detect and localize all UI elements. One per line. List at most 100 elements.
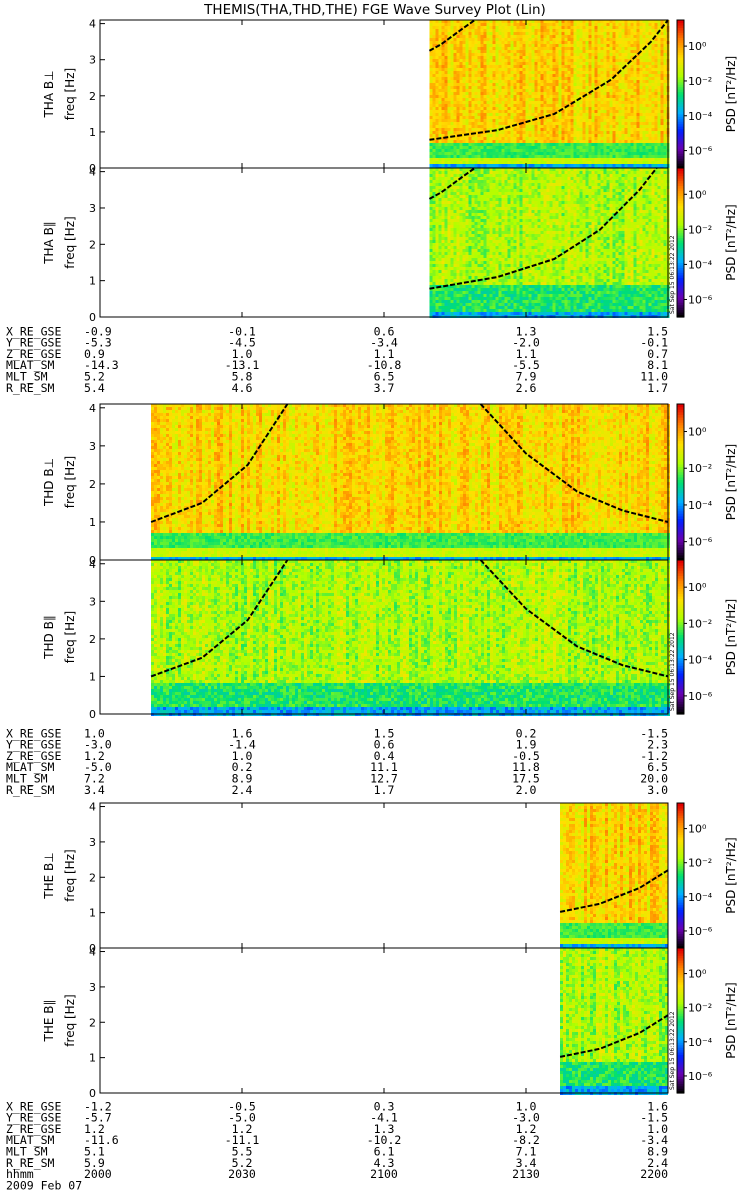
ephemeris-value: 2.0 bbox=[516, 783, 537, 797]
date-label: 2009 Feb 07 bbox=[6, 1178, 82, 1192]
colorbar: 10⁰ 10⁻² 10⁻⁴ 10⁻⁶ PSD [nT²/Hz] bbox=[677, 168, 738, 318]
ephemeris-value: 1.7 bbox=[374, 783, 395, 797]
panel-label: THE B∥ bbox=[42, 1000, 56, 1043]
freq-axis-label: freq [Hz] bbox=[63, 68, 77, 120]
ephemeris-value: 2100 bbox=[370, 1167, 398, 1181]
colorbar-tick-label: 10⁻² bbox=[688, 462, 712, 475]
ephemeris-value: 2130 bbox=[512, 1167, 540, 1181]
freq-tick-label: 1 bbox=[89, 670, 96, 683]
colorbar-tick-label: 10⁰ bbox=[688, 823, 707, 836]
colorbar-tick-label: 10⁻² bbox=[688, 857, 712, 870]
freq-tick-label: 2 bbox=[89, 633, 96, 646]
wave-survey-plot: 0 1 2 3 4 THA B⊥ freq [Hz] 10⁰ 10⁻² 10⁻⁴ 10⁻⁶ PSD [… bbox=[0, 0, 750, 1200]
ephemeris-value: 2.4 bbox=[232, 783, 253, 797]
freq-tick-label: 1 bbox=[89, 126, 96, 139]
freq-tick-label: 3 bbox=[89, 54, 96, 67]
panel-label: THD B⊥ bbox=[42, 458, 56, 507]
panel-label: THA B⊥ bbox=[42, 70, 56, 118]
colorbar-tick-label: 10⁰ bbox=[688, 40, 707, 53]
colorbar-tick-label: 10⁻⁶ bbox=[688, 690, 713, 703]
freq-axis-label: freq [Hz] bbox=[63, 849, 77, 901]
ephemeris-value: 2030 bbox=[228, 1167, 256, 1181]
ephemeris-table-tha: X_RE_GSE -0.9 -0.1 0.6 1.3 1.5Y_RE_GSE -5.3 -4.… bbox=[6, 324, 668, 395]
freq-tick-label: 3 bbox=[89, 595, 96, 608]
freq-tick-label: 4 bbox=[89, 558, 96, 571]
freq-tick-label: 1 bbox=[89, 516, 96, 529]
heatmap-cells bbox=[151, 404, 670, 560]
colorbar-tick-label: 10⁻² bbox=[688, 617, 712, 630]
panel-label: THE B⊥ bbox=[42, 852, 56, 899]
ephemeris-value: 5.4 bbox=[84, 381, 105, 395]
ephemeris-value: 2000 bbox=[84, 1167, 112, 1181]
colorbar: 10⁰ 10⁻² 10⁻⁴ 10⁻⁶ PSD [nT²/Hz] bbox=[677, 948, 738, 1094]
colorbar-tick-label: 10⁻⁴ bbox=[688, 499, 713, 512]
ephemeris-row-name: R_RE_SM bbox=[6, 381, 55, 395]
ephemeris-value: 2.6 bbox=[516, 381, 537, 395]
freq-axis-label: freq [Hz] bbox=[63, 456, 77, 508]
colorbar-tick-label: 10⁰ bbox=[688, 188, 707, 201]
freq-tick-label: 2 bbox=[89, 90, 96, 103]
ephemeris-value: 2200 bbox=[640, 1167, 668, 1181]
panel-label: THA B∥ bbox=[42, 221, 56, 265]
colorbar-tick-label: 10⁻⁴ bbox=[688, 654, 713, 667]
timestamp-stamp: Sat Sep 15 06:13:22 2012 bbox=[669, 235, 676, 314]
ephemeris-value: 3.4 bbox=[84, 783, 105, 797]
heatmap-cells bbox=[560, 948, 668, 1095]
heatmap-cells bbox=[151, 560, 670, 716]
freq-tick-label: 1 bbox=[89, 275, 96, 288]
colorbar-label: PSD [nT²/Hz] bbox=[724, 204, 738, 280]
ephemeris-row-name: R_RE_SM bbox=[6, 783, 55, 797]
freq-tick-label: 3 bbox=[89, 440, 96, 453]
ephemeris-table-thd: X_RE_GSE 1.0 1.6 1.5 0.2 -1.5Y_RE_GSE -3.0 -1.4… bbox=[6, 726, 668, 797]
colorbar-tick-label: 10⁻² bbox=[688, 75, 712, 88]
freq-tick-label: 2 bbox=[89, 871, 96, 884]
freq-tick-label: 2 bbox=[89, 1016, 96, 1029]
timestamp-stamp: Sat Sep 15 06:13:22 2012 bbox=[669, 1011, 676, 1090]
colorbar-tick-label: 10⁻² bbox=[688, 223, 712, 236]
heatmap-cells bbox=[429, 168, 669, 318]
ephemeris-value: 1.7 bbox=[647, 381, 668, 395]
freq-axis-label: freq [Hz] bbox=[63, 994, 77, 1046]
ephemeris-value: 3.0 bbox=[647, 783, 668, 797]
timestamp-stamp: Sat Sep 15 06:13:22 2012 bbox=[669, 632, 676, 711]
colorbar-tick-label: 10⁻⁶ bbox=[688, 293, 713, 306]
freq-tick-label: 2 bbox=[89, 238, 96, 251]
freq-tick-label: 4 bbox=[89, 18, 96, 31]
colorbar-tick-label: 10⁻² bbox=[688, 1002, 712, 1015]
colorbar-label: PSD [nT²/Hz] bbox=[724, 982, 738, 1058]
colorbar-tick-label: 10⁰ bbox=[688, 968, 707, 981]
ephemeris-value: 3.7 bbox=[374, 381, 395, 395]
heatmap-cells bbox=[560, 803, 668, 950]
freq-axis-label: freq [Hz] bbox=[63, 216, 77, 268]
colorbar: 10⁰ 10⁻² 10⁻⁴ 10⁻⁶ PSD [nT²/Hz] bbox=[677, 803, 738, 949]
colorbar-tick-label: 10⁻⁶ bbox=[688, 925, 713, 938]
freq-tick-label: 4 bbox=[89, 946, 96, 959]
colorbar-tick-label: 10⁻⁴ bbox=[688, 110, 713, 123]
ephemeris-table-the: X_RE_GSE -1.2 -0.5 0.3 1.0 1.6Y_RE_GSE -5.7 -5.… bbox=[6, 1099, 668, 1181]
freq-tick-label: 3 bbox=[89, 981, 96, 994]
colorbar-label: PSD [nT²/Hz] bbox=[724, 837, 738, 913]
colorbar-label: PSD [nT²/Hz] bbox=[724, 56, 738, 132]
freq-tick-label: 1 bbox=[89, 907, 96, 920]
freq-tick-label: 4 bbox=[89, 801, 96, 814]
freq-tick-label: 2 bbox=[89, 478, 96, 491]
colorbar-tick-label: 10⁻⁶ bbox=[688, 1070, 713, 1083]
colorbar-tick-label: 10⁰ bbox=[688, 426, 707, 439]
colorbar-tick-label: 10⁰ bbox=[688, 581, 707, 594]
colorbar-tick-label: 10⁻⁴ bbox=[688, 1036, 713, 1049]
colorbar-tick-label: 10⁻⁴ bbox=[688, 258, 713, 271]
colorbar: 10⁰ 10⁻² 10⁻⁴ 10⁻⁶ PSD [nT²/Hz] bbox=[677, 404, 738, 561]
colorbar-tick-label: 10⁻⁶ bbox=[688, 536, 713, 549]
colorbar-tick-label: 10⁻⁴ bbox=[688, 891, 713, 904]
freq-tick-label: 3 bbox=[89, 836, 96, 849]
freq-tick-label: 3 bbox=[89, 202, 96, 215]
colorbar-label: PSD [nT²/Hz] bbox=[724, 444, 738, 520]
freq-tick-label: 0 bbox=[89, 708, 96, 721]
